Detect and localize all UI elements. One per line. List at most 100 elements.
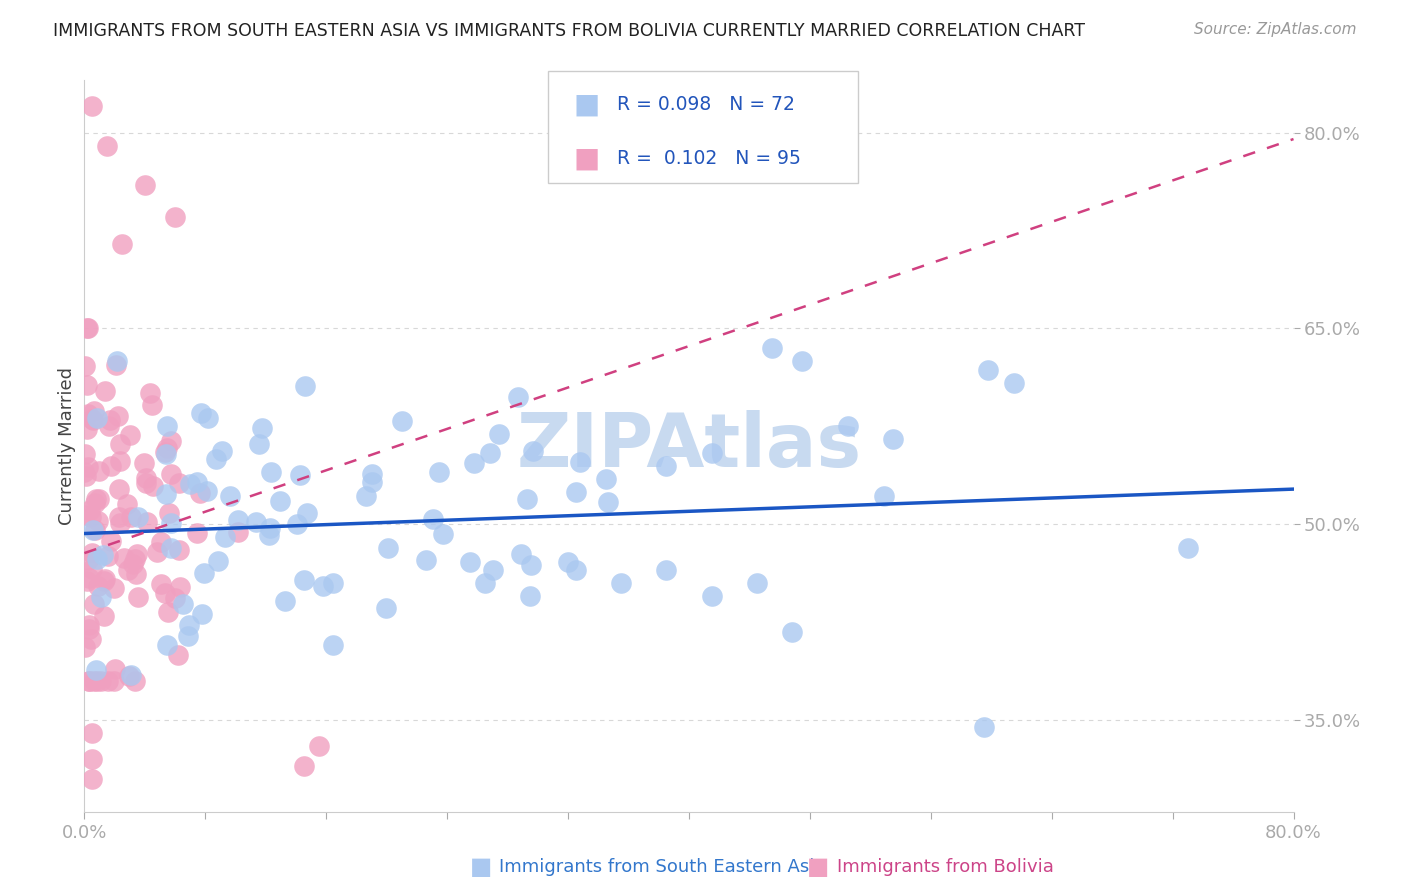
- Point: [169, 580, 191, 594]
- Point: [228, 513, 250, 527]
- Text: ■: ■: [574, 90, 600, 119]
- Point: [77, 622, 100, 636]
- Point: [80, 772, 103, 786]
- Point: [195, 483, 218, 498]
- Point: [114, 551, 136, 566]
- Point: [516, 492, 538, 507]
- Point: [127, 590, 149, 604]
- Point: [308, 739, 330, 754]
- Point: [157, 506, 180, 520]
- Point: [322, 576, 344, 591]
- Point: [598, 495, 620, 509]
- Point: [186, 526, 208, 541]
- Text: ZIPAtlas: ZIPAtlas: [516, 409, 862, 483]
- Point: [155, 441, 177, 455]
- Point: [150, 577, 173, 591]
- Point: [422, 512, 444, 526]
- Point: [76, 553, 98, 567]
- Point: [105, 354, 128, 368]
- Point: [190, 406, 212, 420]
- Point: [288, 468, 311, 483]
- Point: [76, 378, 98, 392]
- Point: [134, 178, 156, 192]
- Point: [83, 404, 105, 418]
- Point: [474, 576, 496, 591]
- Point: [873, 489, 896, 503]
- Point: [247, 437, 270, 451]
- Point: [108, 483, 131, 497]
- Point: [76, 321, 98, 335]
- Point: [122, 557, 145, 571]
- Point: [108, 516, 131, 530]
- Text: Immigrants from Bolivia: Immigrants from Bolivia: [837, 858, 1053, 876]
- Point: [90, 674, 112, 689]
- Point: [75, 469, 97, 483]
- Point: [76, 321, 98, 335]
- Point: [97, 674, 120, 689]
- Point: [100, 458, 122, 473]
- Point: [79, 502, 101, 516]
- Point: [83, 496, 105, 510]
- Point: [82, 412, 104, 426]
- Point: [156, 605, 179, 619]
- Y-axis label: Currently Married: Currently Married: [58, 367, 76, 525]
- Point: [135, 471, 157, 485]
- Point: [90, 590, 112, 604]
- Point: [761, 341, 783, 355]
- Point: [98, 413, 121, 427]
- Point: [135, 475, 157, 490]
- Point: [83, 597, 105, 611]
- Point: [77, 571, 100, 585]
- Point: [172, 597, 194, 611]
- Point: [149, 535, 172, 549]
- Point: [156, 638, 179, 652]
- Point: [322, 638, 344, 652]
- Point: [87, 514, 110, 528]
- Text: Source: ZipAtlas.com: Source: ZipAtlas.com: [1194, 22, 1357, 37]
- Point: [509, 547, 531, 561]
- Point: [377, 541, 399, 555]
- Point: [204, 452, 226, 467]
- Point: [312, 579, 335, 593]
- Point: [780, 624, 803, 639]
- Point: [285, 517, 308, 532]
- Point: [84, 491, 107, 506]
- Text: ■: ■: [807, 855, 830, 879]
- Point: [96, 138, 118, 153]
- Point: [458, 555, 481, 569]
- Point: [73, 508, 96, 523]
- Point: [427, 465, 450, 479]
- Point: [77, 674, 100, 689]
- Point: [432, 526, 454, 541]
- Text: ■: ■: [574, 145, 600, 173]
- Point: [655, 563, 678, 577]
- Point: [127, 510, 149, 524]
- Point: [108, 436, 131, 450]
- Point: [77, 407, 100, 421]
- Text: R =  0.102   N = 95: R = 0.102 N = 95: [617, 149, 801, 169]
- Point: [83, 524, 105, 538]
- Point: [103, 674, 125, 689]
- Text: R = 0.098   N = 72: R = 0.098 N = 72: [617, 95, 796, 114]
- Point: [156, 418, 179, 433]
- Point: [700, 589, 723, 603]
- Point: [361, 475, 384, 490]
- Point: [135, 515, 157, 529]
- Point: [160, 516, 183, 530]
- Point: [610, 576, 633, 591]
- Point: [82, 412, 104, 426]
- Point: [159, 434, 181, 448]
- Point: [167, 543, 190, 558]
- Point: [75, 447, 97, 461]
- Point: [564, 563, 586, 577]
- Point: [73, 359, 96, 373]
- Point: [391, 414, 413, 428]
- Point: [792, 354, 814, 368]
- Point: [80, 632, 103, 646]
- Point: [252, 421, 274, 435]
- Point: [124, 674, 146, 689]
- Point: [977, 363, 1000, 377]
- Point: [292, 759, 315, 773]
- Point: [105, 358, 128, 372]
- Point: [211, 443, 233, 458]
